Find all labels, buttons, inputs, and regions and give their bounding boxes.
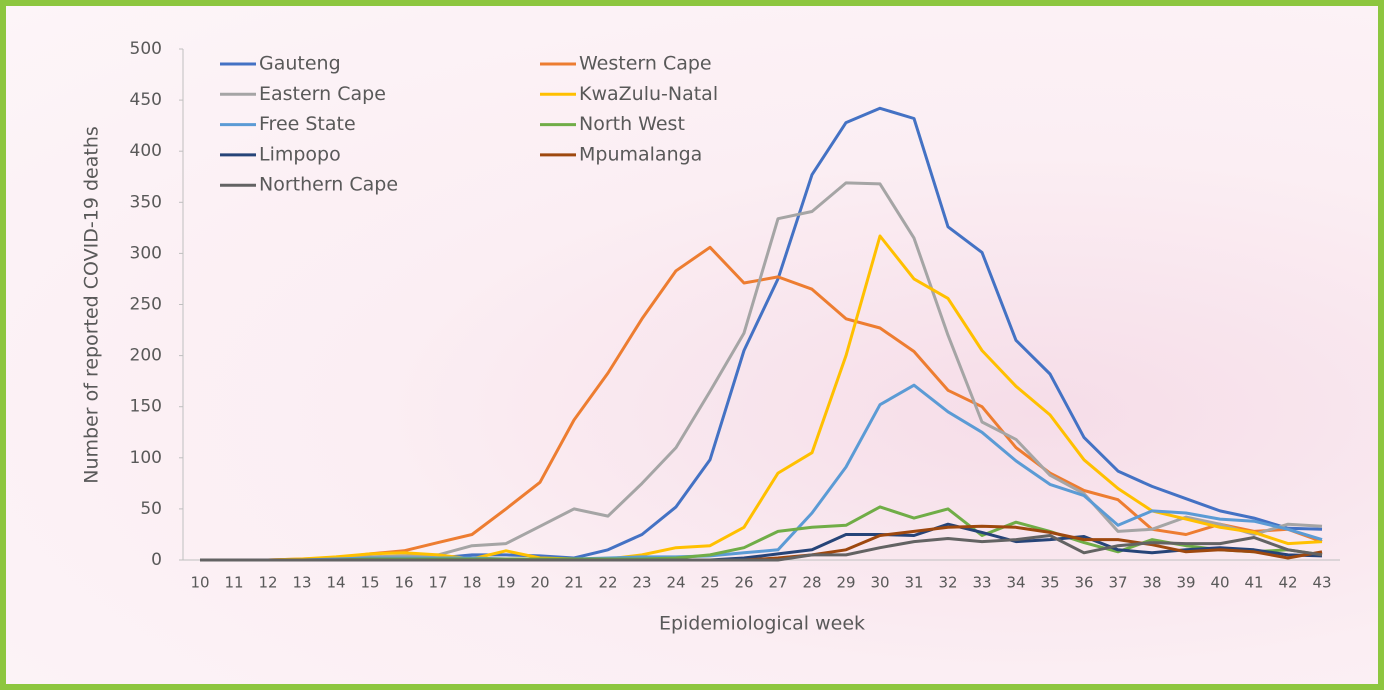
- legend-label: Northern Cape: [259, 174, 398, 196]
- series-line: [200, 383, 1323, 562]
- legend-label: North West: [579, 113, 685, 135]
- x-tick-label: 26: [734, 574, 753, 592]
- y-tick-label: 200: [130, 346, 162, 366]
- x-tick-label: 34: [1006, 574, 1025, 592]
- x-tick-label: 37: [1108, 574, 1127, 592]
- series-line: [200, 534, 1323, 562]
- series-line: [200, 181, 1323, 562]
- x-tick-label: 42: [1278, 574, 1297, 592]
- x-tick-label: 14: [326, 574, 345, 592]
- x-tick-label: 32: [938, 574, 957, 592]
- legend-label: Mpumalanga: [579, 143, 702, 165]
- y-tick-label: 500: [130, 39, 162, 59]
- y-tick-label: 150: [130, 397, 162, 417]
- x-tick-label: 29: [836, 574, 855, 592]
- x-tick-label: 20: [530, 574, 549, 592]
- y-tick-label: 300: [130, 243, 162, 263]
- legend-label: Western Cape: [579, 53, 712, 75]
- x-tick-label: 43: [1312, 574, 1331, 592]
- x-tick-label: 28: [802, 574, 821, 592]
- x-tick-label: 35: [1040, 574, 1059, 592]
- x-tick-label: 38: [1142, 574, 1161, 592]
- legend-label: Gauteng: [259, 53, 341, 75]
- x-tick-label: 15: [360, 574, 379, 592]
- x-tick-label: 11: [224, 574, 243, 592]
- y-tick-label: 450: [130, 90, 162, 110]
- y-tick-label: 400: [130, 141, 162, 161]
- x-tick-label: 19: [496, 574, 515, 592]
- y-tick-label: 350: [130, 192, 162, 212]
- legend-label: Eastern Cape: [259, 83, 386, 105]
- x-tick-label: 25: [700, 574, 719, 592]
- x-tick-label: 13: [292, 574, 311, 592]
- x-tick-label: 18: [462, 574, 481, 592]
- y-tick-label: 100: [130, 448, 162, 468]
- legend-label: Limpopo: [259, 143, 341, 165]
- x-tick-label: 33: [972, 574, 991, 592]
- y-axis-title: Number of reported COVID-19 deaths: [81, 126, 103, 484]
- x-tick-label: 16: [394, 574, 413, 592]
- x-tick-label: 41: [1244, 574, 1263, 592]
- x-tick-label: 10: [190, 574, 209, 592]
- y-tick-label: 50: [140, 499, 162, 519]
- x-tick-label: 12: [258, 574, 277, 592]
- x-tick-label: 39: [1176, 574, 1195, 592]
- y-tick-label: 0: [151, 550, 162, 570]
- series-line: [200, 245, 1323, 562]
- series-line: [200, 234, 1323, 562]
- x-tick-label: 23: [632, 574, 651, 592]
- x-tick-label: 30: [870, 574, 889, 592]
- legend-label: KwaZulu-Natal: [579, 83, 718, 105]
- y-tick-label: 250: [130, 295, 162, 315]
- x-tick-label: 36: [1074, 574, 1093, 592]
- x-tick-label: 27: [768, 574, 787, 592]
- x-axis-title: Epidemiological week: [659, 613, 865, 635]
- x-tick-label: 17: [428, 574, 447, 592]
- x-tick-label: 24: [666, 574, 685, 592]
- x-tick-label: 40: [1210, 574, 1229, 592]
- x-tick-label: 31: [904, 574, 923, 592]
- x-tick-label: 21: [564, 574, 583, 592]
- x-tick-label: 22: [598, 574, 617, 592]
- legend-label: Free State: [259, 113, 356, 135]
